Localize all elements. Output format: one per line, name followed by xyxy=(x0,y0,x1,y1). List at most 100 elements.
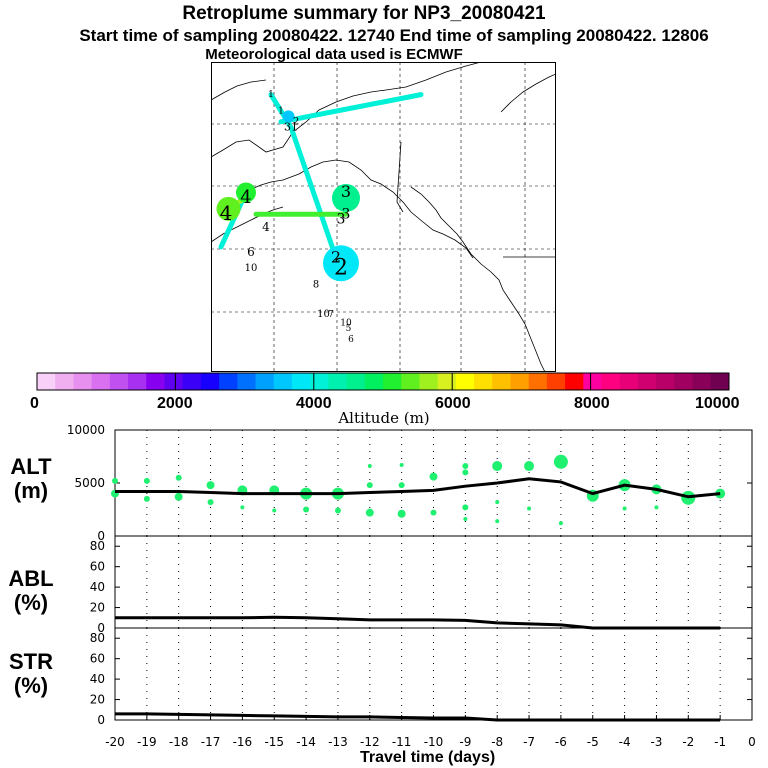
colorbar-swatch xyxy=(692,373,712,390)
map-day-label: 31 xyxy=(284,120,298,133)
coastline xyxy=(462,241,546,372)
colorbar-swatch xyxy=(583,373,603,390)
cluster-point xyxy=(429,472,438,481)
cluster-point xyxy=(622,506,627,511)
cluster-point xyxy=(558,521,563,526)
colorbar-swatch xyxy=(383,373,402,390)
y-tick-label: 0 xyxy=(97,713,105,727)
colorbar-swatch xyxy=(637,373,657,390)
coastline xyxy=(410,186,464,243)
cluster-point xyxy=(492,461,503,472)
map-day-label: 5 xyxy=(346,324,352,334)
chart-title: Retroplume summary for NP3_20080421 xyxy=(182,3,546,24)
y-tick-label: 60 xyxy=(90,560,105,574)
abl-panel-label: ABL (%) xyxy=(8,566,54,615)
colorbar-swatch xyxy=(91,373,111,390)
cluster-point xyxy=(272,508,277,513)
colorbar-axis-label: Altitude (m) xyxy=(338,409,430,427)
colorbar-swatch xyxy=(474,373,493,390)
centroid-circle xyxy=(323,245,359,282)
colorbar-swatch xyxy=(273,373,293,390)
cluster-point xyxy=(462,469,469,476)
x-tick-label: -18 xyxy=(169,735,189,749)
cluster-point xyxy=(553,454,568,469)
met-data-note: Meteorological data used is ECMWF xyxy=(205,46,463,63)
coastline xyxy=(500,73,556,113)
map-day-label: 1 xyxy=(268,90,274,100)
panel-frame xyxy=(114,627,753,721)
cluster-point xyxy=(174,492,183,501)
cluster-point xyxy=(143,495,150,502)
y-tick-label: 40 xyxy=(90,580,105,594)
map-day-label: 7 xyxy=(328,310,334,320)
y-tick-label: 20 xyxy=(90,601,105,615)
y-tick-label: 5000 xyxy=(74,476,105,490)
coastline xyxy=(235,159,444,235)
map-day-label: 1 xyxy=(278,106,284,116)
cluster-point xyxy=(112,477,118,484)
cluster-point xyxy=(206,481,215,490)
cluster-point xyxy=(462,463,469,470)
x-tick-label: -10 xyxy=(424,735,444,749)
x-tick-label: -13 xyxy=(328,735,348,749)
colorbar-tick-8000: 8000 xyxy=(574,395,610,412)
cluster-point xyxy=(240,505,245,510)
cluster-point xyxy=(367,464,372,469)
colorbar-swatch xyxy=(109,373,129,390)
x-tick-label: -9 xyxy=(459,735,471,749)
colorbar-swatch xyxy=(364,373,384,390)
cluster-point xyxy=(143,477,150,484)
cluster-point xyxy=(495,519,500,524)
map-day-label: 6 xyxy=(348,335,354,345)
colorbar-swatch xyxy=(492,373,511,390)
cluster-point xyxy=(207,499,214,506)
centroid-circle xyxy=(282,110,295,123)
colorbar-swatch xyxy=(455,373,475,390)
y-tick-label: 0 xyxy=(97,621,105,635)
colorbar-tick-10000: 10000 xyxy=(695,395,740,412)
colorbar-swatch xyxy=(55,373,74,390)
x-tick-label: -8 xyxy=(491,735,503,749)
x-tick-label: -2 xyxy=(682,735,694,749)
y-tick-label: 60 xyxy=(90,652,105,666)
panel-frame xyxy=(114,535,753,629)
colorbar-swatch xyxy=(219,373,238,390)
colorbar-swatch xyxy=(437,373,457,390)
x-tick-label: -12 xyxy=(360,735,380,749)
map-frame xyxy=(211,62,556,372)
colorbar-swatch xyxy=(291,373,311,390)
colorbar-swatch xyxy=(419,373,439,390)
y-tick-label: 80 xyxy=(90,539,105,553)
x-tick-label: -14 xyxy=(296,735,316,749)
colorbar-swatch xyxy=(346,373,366,390)
colorbar-swatch xyxy=(37,373,56,390)
colorbar-swatch xyxy=(255,373,275,390)
y-tick-label: 0 xyxy=(97,529,105,543)
centroid-circle xyxy=(332,183,360,212)
colorbar-swatch xyxy=(237,373,257,390)
cluster-point xyxy=(303,506,310,513)
cluster-point xyxy=(175,474,182,481)
altitude-colorbar xyxy=(36,372,730,391)
x-tick-label: -11 xyxy=(392,735,412,749)
map-day-label: 4 xyxy=(240,187,251,208)
map-day-label: 10 xyxy=(317,309,330,320)
map-day-label: 4 xyxy=(220,201,233,225)
mean-altitude-line xyxy=(115,477,721,499)
colorbar-swatch xyxy=(619,373,639,390)
x-tick-label: -19 xyxy=(137,735,157,749)
colorbar-frame xyxy=(36,372,730,391)
centroid-circle xyxy=(236,182,256,203)
coastline xyxy=(211,62,482,158)
alt-panel-label: ALT (m) xyxy=(10,454,52,503)
colorbar-tick-0: 0 xyxy=(30,395,39,412)
cluster-point xyxy=(365,508,374,517)
coastline xyxy=(211,206,284,243)
colorbar-swatch xyxy=(546,373,566,390)
sampling-times: Start time of sampling 20080422. 12740 E… xyxy=(79,26,709,45)
x-tick-label: -4 xyxy=(619,735,631,749)
colorbar-swatch xyxy=(710,373,730,390)
colorbar-swatch xyxy=(200,373,220,390)
map-day-label: 6 xyxy=(247,245,255,259)
